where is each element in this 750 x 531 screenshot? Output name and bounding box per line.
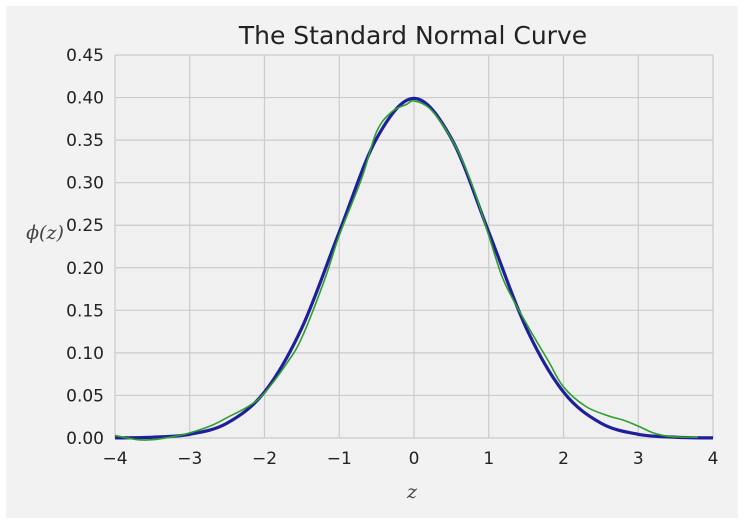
y-tick-label: 0.15 [66,301,104,321]
series-line-empirical [114,100,699,441]
y-tick-label: 0.25 [66,216,104,236]
y-tick-label: 0.30 [66,174,104,194]
y-tick-label: 0.45 [66,46,104,66]
y-tick-label: 0.35 [66,131,104,151]
chart-title: The Standard Normal Curve [238,21,587,50]
x-tick-label: 3 [633,449,644,469]
y-tick-label: 0.10 [66,344,104,364]
tick-label-layer: −4 −3 −2 −1 0 1 2 3 4 0.00 0.05 0.10 0.15 0.20 0.25 0.3… [66,46,718,469]
x-tick-label: 0 [409,449,420,469]
x-tick-label: 4 [708,449,719,469]
y-tick-label: 0.20 [66,259,104,279]
x-tick-label: −2 [252,449,277,469]
x-tick-label: −3 [177,449,202,469]
x-axis-label: z [406,481,418,503]
x-tick-label: 1 [483,449,494,469]
y-axis-label: ϕ(z) [26,222,64,244]
series-layer [114,96,714,441]
x-tick-label: −4 [102,449,127,469]
series-line-theoretical [114,96,714,440]
y-tick-label: 0.40 [66,89,104,109]
x-tick-label: −1 [327,449,352,469]
y-tick-label: 0.05 [66,386,104,406]
grid-layer [114,54,714,439]
x-tick-label: 2 [558,449,569,469]
y-tick-label: 0.00 [66,429,104,449]
